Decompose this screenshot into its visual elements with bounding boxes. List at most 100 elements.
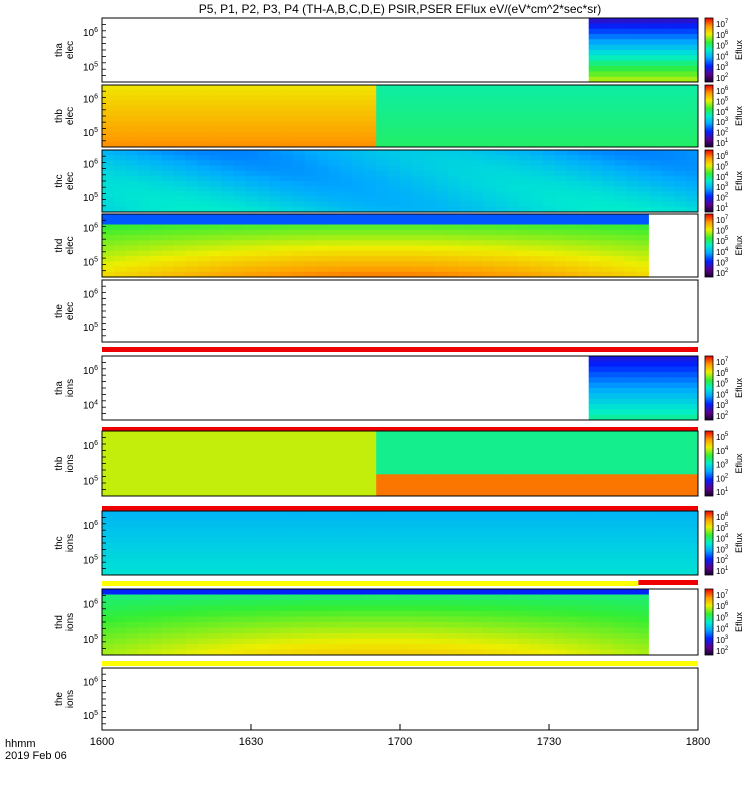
heatmap-cell [638,136,651,143]
heatmap-cell [268,175,282,182]
heatmap-cell [161,100,174,107]
heatmap-cell [256,589,269,595]
heatmap-cell [650,516,663,523]
heatmap-cell [566,116,580,122]
heatmap-cell [149,611,162,617]
heatmap-cell [507,105,520,112]
heatmap-cell [113,250,127,257]
heatmap-cell [636,622,649,628]
heatmap-cell [268,219,281,226]
heatmap-cell [423,100,437,107]
heatmap-cell [232,271,245,278]
heatmap-cell [315,594,329,601]
heatmap-cell [137,141,151,148]
heatmap-cell [316,85,329,91]
heatmap-cell [352,463,365,470]
heatmap-cell [304,474,317,481]
heatmap-cell [686,548,699,555]
heatmap-cell [422,633,436,639]
heatmap-cell [256,633,269,639]
heatmap-cell [197,201,210,208]
heatmap-cell [137,261,150,268]
heatmap-cell [423,121,437,127]
heatmap-cell [375,638,388,645]
heatmap-cell [245,110,258,117]
heatmap-cell [602,564,615,571]
heatmap-cell [602,548,615,555]
heatmap-cell [316,548,329,555]
heatmap-cell [553,250,566,257]
heatmap-cell [149,431,163,437]
heatmap-cell [662,126,675,132]
heatmap-cell [541,224,554,231]
heatmap-cell [149,627,162,634]
heatmap-cell [102,160,115,166]
heatmap-cell [102,181,115,187]
heatmap-cell [113,553,127,560]
heatmap-cell [375,229,388,236]
heatmap-cell [245,447,258,454]
heatmap-cell [674,155,687,161]
heatmap-cell [376,511,389,517]
heatmap-cell [507,110,520,117]
heatmap-cell [638,490,651,497]
heatmap-cell [245,474,258,481]
heatmap-cell [446,589,459,595]
heatmap-cell [388,441,401,448]
heatmap-cell [197,485,210,492]
heatmap-cell [292,543,306,549]
heatmap-cell [161,532,174,539]
heatmap-cell [376,543,389,549]
heatmap-cell [626,95,639,101]
heatmap-cell [161,611,174,617]
heatmap-cell [624,644,637,650]
heatmap-cell [388,95,401,101]
heatmap-cell [363,235,376,241]
heatmap-cell [447,100,461,107]
species-label: elec [65,236,76,254]
heatmap-cell [410,219,424,226]
heatmap-cell [125,633,139,639]
heatmap-cell [614,468,627,475]
heatmap-cell [555,447,568,454]
heatmap-cell [185,141,198,148]
heatmap-cell [316,170,329,177]
heatmap-cell [565,250,578,257]
heatmap-cell [221,543,234,549]
heatmap-cell [541,219,554,226]
heatmap-cell [233,511,246,517]
heatmap-cell [208,594,222,601]
heatmap-cell [543,436,556,443]
heatmap-cell [566,95,580,101]
heatmap-cell [352,537,365,544]
heatmap-cell [398,605,412,612]
heatmap-cell [376,131,389,138]
heatmap-cell [387,224,400,231]
heatmap-cell [422,600,436,606]
heatmap-cell [327,622,341,628]
heatmap-cell [600,404,614,410]
heatmap-cell [340,110,353,117]
heatmap-cell [566,569,580,576]
heatmap-cell [268,622,281,628]
heatmap-cell [423,463,437,470]
heatmap-cell [340,126,353,132]
heatmap-cell [602,490,615,497]
heatmap-cell [471,511,484,517]
heatmap-cell [292,219,305,226]
heatmap-cell [565,245,578,252]
heatmap-cell [614,458,627,464]
heatmap-cell [423,532,437,539]
heatmap-cell [220,256,234,262]
heatmap-cell [674,527,687,533]
heatmap-cell [565,229,578,236]
heatmap-cell [662,543,675,549]
heatmap-cell [555,181,568,187]
heatmap-cell [507,548,520,555]
heatmap-cell [625,409,638,416]
heatmap-cell [531,537,544,544]
heatmap-cell [245,543,258,549]
heatmap-cell [125,649,139,656]
heatmap-cell [650,191,663,197]
heatmap-cell [304,441,317,448]
